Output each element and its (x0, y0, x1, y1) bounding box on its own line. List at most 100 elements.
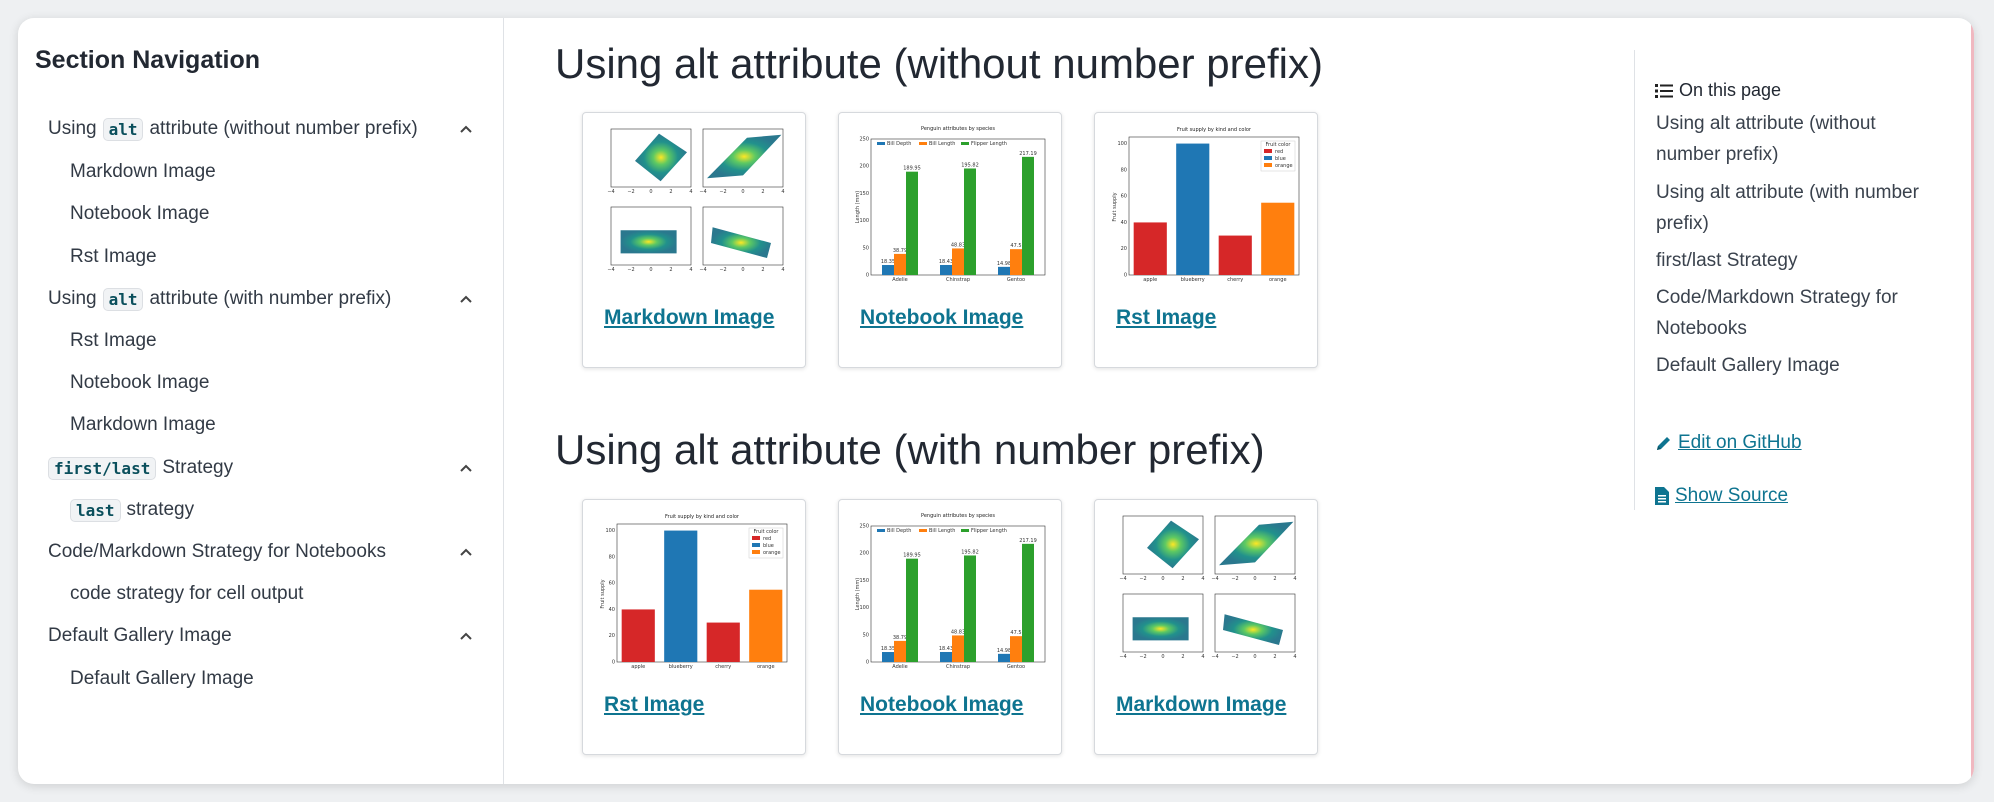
y-tick-label: 250 (859, 524, 869, 530)
x-tick-label: 2 (1181, 576, 1184, 582)
bar (1261, 202, 1295, 275)
sidebar-title: Section Navigation (35, 46, 261, 74)
penguin-chart-thumbnail: Penguin attributes by species 0 50 100 150 20… (855, 513, 1046, 670)
x-tick-label: −2 (1231, 576, 1238, 582)
nav-notebook-image[interactable]: Notebook Image (70, 366, 510, 400)
nav-code-strategy-cell-output[interactable]: code strategy for cell output (70, 577, 510, 611)
x-tick-label: −4 (699, 189, 706, 195)
x-tick-label: −4 (1211, 654, 1218, 660)
nav-label: Default Gallery Image (70, 668, 254, 689)
legend-swatch (919, 529, 927, 532)
nav-using-alt-without-prefix[interactable]: Using alt attribute (without number pref… (48, 112, 488, 146)
card-link[interactable]: Notebook Image (860, 693, 1024, 716)
nav-code: alt (102, 117, 144, 141)
y-tick-label: 100 (859, 605, 869, 611)
legend-swatch (1264, 163, 1272, 167)
nav-default-gallery-image-sub[interactable]: Default Gallery Image (70, 662, 510, 696)
nav-code: first/last (48, 456, 157, 480)
edit-on-github-label: Edit on GitHub (1678, 432, 1802, 453)
card-link[interactable]: Rst Image (1116, 306, 1217, 329)
edit-on-github-link[interactable]: Edit on GitHub (1655, 432, 1802, 454)
chart-title: Penguin attributes by species (921, 126, 995, 132)
nav-label: Notebook Image (70, 372, 210, 393)
x-tick-label: orange (1269, 277, 1287, 283)
card-link[interactable]: Markdown Image (604, 306, 775, 329)
nav-markdown-image[interactable]: Markdown Image (70, 408, 510, 442)
card-link[interactable]: Notebook Image (860, 306, 1024, 329)
y-axis-label: Length (mm) (855, 578, 861, 611)
x-tick-label: cherry (715, 664, 731, 670)
legend-swatch (877, 142, 885, 145)
data-label: 217.19 (1019, 151, 1037, 157)
y-tick-label: 40 (1121, 220, 1127, 226)
x-tick-label: 2 (761, 267, 764, 273)
nav-rst-image[interactable]: Rst Image (70, 324, 510, 358)
nav-label: Markdown Image (70, 414, 216, 435)
nav-default-gallery-image[interactable]: Default Gallery Image (48, 619, 488, 653)
chevron-up-icon[interactable] (456, 626, 476, 646)
chevron-up-icon[interactable] (456, 542, 476, 562)
nav-using-alt-with-prefix[interactable]: Using alt attribute (with number prefix) (48, 282, 488, 316)
x-tick-label: Adelie (892, 277, 907, 283)
toc-entry[interactable]: Using alt attribute (with number prefix) (1656, 177, 1941, 239)
x-tick-label: 4 (781, 189, 784, 195)
bar (1010, 249, 1022, 275)
toc-entry[interactable]: Using alt attribute (without number prefi… (1656, 108, 1941, 170)
card-link[interactable]: Rst Image (604, 693, 705, 716)
y-tick-label: 100 (605, 528, 615, 534)
nav-code-markdown-strategy[interactable]: Code/Markdown Strategy for Notebooks (48, 535, 488, 569)
toc-entry-text: Notebooks (1656, 318, 1747, 339)
x-tick-label: apple (1143, 277, 1157, 283)
y-tick-label: 0 (866, 273, 869, 279)
x-tick-label: 2 (669, 267, 672, 273)
x-tick-label: blueberry (1181, 277, 1205, 283)
y-tick-label: 20 (609, 633, 615, 639)
x-tick-label: −4 (1119, 654, 1126, 660)
section-heading: Using alt attribute (with number prefix) (555, 426, 1265, 473)
nav-code: last (70, 498, 121, 522)
x-tick-label: 4 (1293, 576, 1296, 582)
pencil-icon (1657, 436, 1670, 450)
nav-first-last-strategy[interactable]: first/last Strategy (48, 451, 488, 485)
legend-swatch (919, 142, 927, 145)
x-tick-label: blueberry (669, 664, 693, 670)
x-tick-label: −4 (607, 267, 614, 273)
bar (964, 555, 976, 662)
plot-frame (1128, 136, 1300, 276)
gallery-card[interactable]: Penguin attributes by species 0 50 100 150 20… (838, 499, 1062, 755)
y-tick-label: 80 (609, 554, 615, 560)
toc-entry[interactable]: Default Gallery Image (1656, 350, 1941, 381)
gallery-card[interactable]: Fruit supply by kind and color 0 20 40 60 80 1… (582, 499, 806, 755)
bar (998, 653, 1010, 662)
toc-entry[interactable]: Code/Markdown Strategy for Notebooks (1656, 282, 1941, 344)
nav-markdown-image[interactable]: Markdown Image (70, 155, 510, 189)
bar (906, 558, 918, 662)
nav-label: Markdown Image (70, 161, 216, 182)
chevron-up-icon[interactable] (456, 119, 476, 139)
legend-swatch (1264, 149, 1272, 153)
x-tick-label: 2 (1273, 576, 1276, 582)
gallery-card[interactable]: Penguin attributes by species 0 50 100 150 20… (838, 112, 1062, 368)
nav-last-strategy[interactable]: last strategy (70, 493, 510, 527)
gallery-card[interactable]: −4 −2 0 2 4 −4 −2 0 2 4 −4 −2 0 2 4 −4 −2 0 2 4 Markdown Im… (1094, 499, 1318, 755)
x-tick-label: 2 (1273, 654, 1276, 660)
legend-label: Bill Depth (887, 141, 911, 147)
bar (940, 264, 952, 275)
y-tick-label: 0 (866, 660, 869, 666)
legend-swatch (1264, 156, 1272, 160)
chevron-up-icon[interactable] (456, 289, 476, 309)
card-link[interactable]: Markdown Image (1116, 693, 1287, 716)
x-tick-label: 4 (689, 189, 692, 195)
show-source-link[interactable]: Show Source (1655, 485, 1788, 507)
data-label: 38.79 (893, 635, 907, 641)
transformed-image (1132, 617, 1189, 641)
chevron-up-icon[interactable] (456, 458, 476, 478)
toc-entry[interactable]: first/last Strategy (1656, 245, 1941, 276)
x-tick-label: 0 (1253, 654, 1256, 660)
gallery-card[interactable]: −4 −2 0 2 4 −4 −2 0 2 4 −4 −2 0 2 4 −4 −2 0 2 4 Markdown Im… (582, 112, 806, 368)
nav-notebook-image[interactable]: Notebook Image (70, 197, 510, 231)
nav-rst-image[interactable]: Rst Image (70, 240, 510, 274)
y-tick-label: 60 (609, 581, 615, 587)
gallery-card[interactable]: Fruit supply by kind and color 0 20 40 60 80 1… (1094, 112, 1318, 368)
x-tick-label: cherry (1227, 277, 1243, 283)
